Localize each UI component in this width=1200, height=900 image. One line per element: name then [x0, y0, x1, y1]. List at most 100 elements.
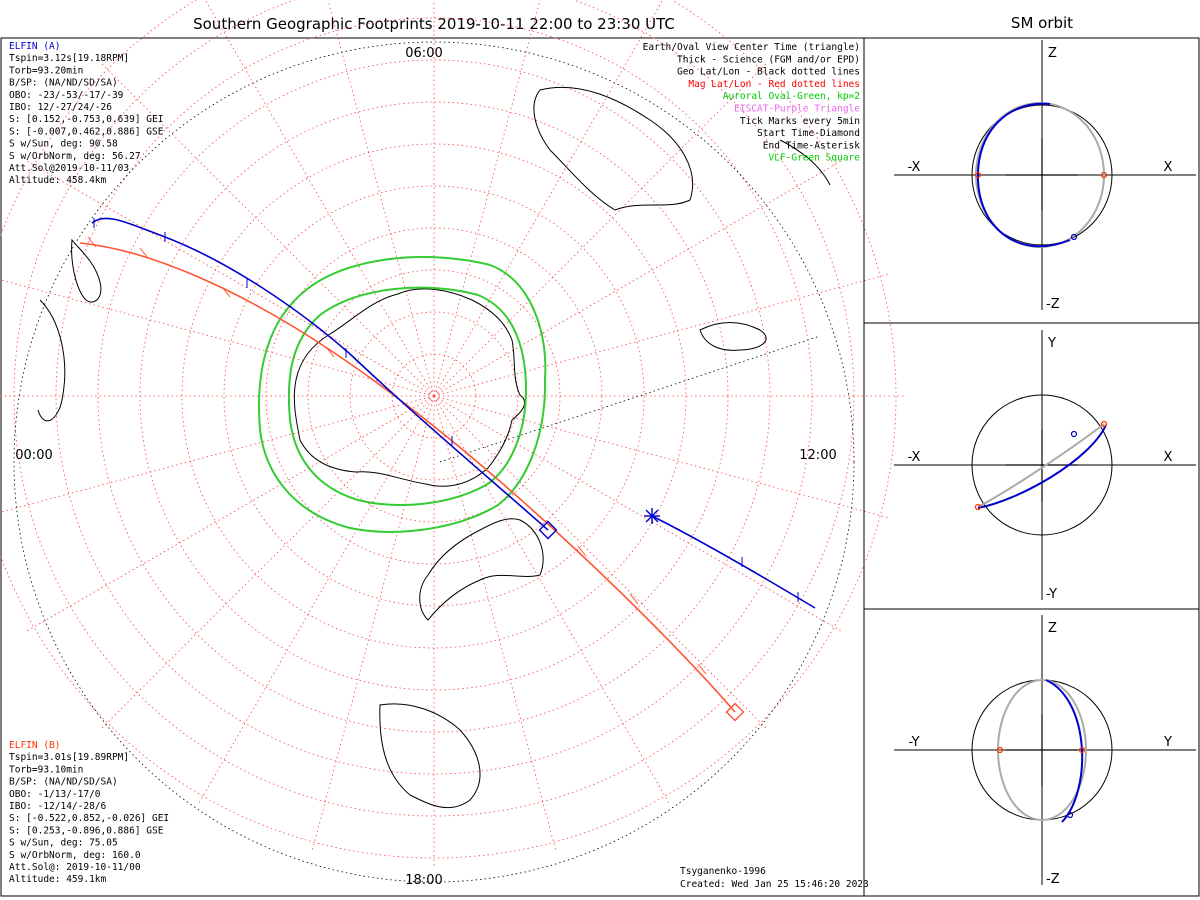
hour-label-top: 06:00 [405, 46, 442, 61]
polar-map: 06:00 00:00 12:00 18:00 [0, 0, 904, 888]
mag-lon-line [101, 395, 435, 729]
elfin_b-info-line: S w/OrbNorm, deg: 160.0 [9, 850, 141, 861]
mag-lon-line [433, 395, 767, 729]
elfin_a-info-line: ELFIN (A) [9, 41, 60, 52]
mag-lon-line [433, 395, 670, 804]
sm-axis-label-bottom: -Z [1046, 297, 1060, 312]
mag-lat-circle [223, 185, 645, 607]
mag-lon-line [204, 0, 435, 397]
hour-label-left: 00:00 [15, 448, 52, 463]
australia-coast [533, 86, 694, 211]
antarctica-coast [293, 288, 525, 487]
sm-axis-label-top: Y [1047, 336, 1056, 351]
elfin-a-track-2 [651, 515, 816, 609]
orbit-a-trace [977, 424, 1107, 509]
elfin_a-info-line: OBO: -23/-53/-17/-39 [9, 90, 124, 101]
elfin_b-info-line: Altitude: 459.1km [9, 874, 107, 885]
orbit-b-marker [1100, 420, 1108, 428]
mag-lon-line [311, 395, 435, 851]
elfin_b-info-line: Torb=93.10min [9, 764, 83, 775]
legend-item: Start Time-Diamond [757, 128, 860, 139]
legend-item: VLF-Green Square [768, 153, 860, 164]
orbit-b-marker [1100, 171, 1108, 179]
orbit-a-trace [976, 102, 1071, 248]
mag-lat-circle [0, 0, 897, 859]
elfin_a-info-line: Tspin=3.12s[19.18RPM] [9, 53, 129, 64]
plot-title: Southern Geographic Footprints 2019-10-1… [193, 15, 675, 33]
mag-lon-line [433, 63, 767, 397]
elfin_a-info-line: IBO: 12/-27/24/-26 [9, 102, 112, 113]
sm-axis-label-bottom: -Z [1046, 872, 1060, 887]
elfin_a-info-line: S: [0.152,-0.753,0.639] GEI [9, 114, 163, 125]
mag-lon-line [433, 395, 557, 851]
elfin_b-info-line: OBO: -1/13/-17/0 [9, 789, 101, 800]
elfin-b-track [79, 242, 736, 713]
south-africa-coast [379, 703, 481, 809]
elfin_a-info-line: S: [-0.007,0.462,0.886] GSE [9, 126, 164, 137]
sm-axis-label-right: X [1164, 160, 1173, 175]
created-label: Created: Wed Jan 25 15:46:20 2023 [680, 879, 869, 890]
geo-meridian-line [439, 335, 821, 463]
coast-right [779, 139, 831, 186]
mag-lon-line [26, 395, 435, 632]
elfin-a-track [91, 217, 549, 531]
elfin-b-start-diamond [725, 702, 745, 722]
elfin-b-info: ELFIN (B)Tspin=3.01s[19.89RPM]Torb=93.10… [9, 740, 169, 885]
elfin_b-info-line: ELFIN (B) [9, 740, 60, 751]
model-label: Tsyganenko-1996 [680, 866, 766, 877]
orbit-a-marker [1070, 233, 1078, 241]
legend-item: Thick - Science (FGM and/or EPD) [677, 54, 860, 65]
elfin_b-info-line: Att.Sol@: 2019-10-11/00 [9, 862, 141, 873]
mag-lon-line [433, 160, 842, 397]
mag-lon-line [26, 160, 435, 397]
legend-item: Geo Lat/Lon - Black dotted lines [677, 67, 860, 78]
mag-lon-line [101, 63, 435, 397]
elfin_b-info-line: S: [-0.522,0.852,-0.026] GEI [9, 813, 169, 824]
elfin-a-start-diamond [538, 520, 558, 540]
orbit-b-trace [977, 423, 1105, 508]
elfin_b-info-line: Tspin=3.01s[19.89RPM] [9, 752, 129, 763]
elfin-a-end-asterisk [644, 508, 660, 524]
mag-lon-line [433, 395, 889, 519]
orbit-b-marker [996, 746, 1004, 754]
legend: Earth/Oval View Center Time (triangle)Th… [643, 42, 861, 164]
elfin_b-info-line: IBO: -12/14/-28/6 [9, 801, 107, 812]
elfin_a-info-line: Torb=93.20min [9, 65, 83, 76]
sm-title: SM orbit [1011, 14, 1073, 32]
elfin_a-info-line: Att.Sol@2019-10-11/03 [9, 163, 129, 174]
sm-orbit-panels: Z -Z -X X Y -Y -X X Z -Z -Y Y [894, 40, 1196, 887]
mag-lon-line [0, 395, 435, 513]
elfin_b-info-line: S w/Sun, deg: 75.05 [9, 838, 118, 849]
madagascar-coast [71, 238, 102, 303]
coastlines [37, 86, 831, 809]
legend-item: Earth/Oval View Center Time (triangle) [643, 42, 860, 53]
south-america-tip [419, 518, 544, 621]
sm-frame [863, 37, 1200, 897]
earth-circle [971, 104, 1113, 246]
orbit-a-marker [1066, 811, 1074, 819]
mag-lon-line [433, 273, 889, 397]
auroral-oval-outer [257, 256, 547, 533]
legend-item: Auroral Oval-Green, kp=2 [723, 91, 860, 102]
mag-lon-line [198, 395, 435, 804]
sm-axis-label-bottom: -Y [1046, 587, 1057, 602]
orbit-b-marker [974, 503, 982, 511]
legend-item: Tick Marks every 5min [740, 116, 860, 127]
orbit-a-trace [1045, 679, 1084, 823]
sm-axis-label-right: X [1164, 450, 1173, 465]
legend-item: EISCAT-Purple Triangle [734, 104, 860, 115]
elfin_a-info-line: Altitude: 458.4km [9, 175, 107, 186]
africa-coast [37, 299, 66, 422]
elfin_a-info-line: S w/Sun, deg: 90.58 [9, 139, 118, 150]
orbit-a-marker [1070, 430, 1078, 438]
sm-axis-label-left: -Y [908, 735, 919, 750]
elfin_a-info-line: S w/OrbNorm, deg: 56.27 [9, 151, 141, 162]
hour-label-right: 12:00 [799, 448, 836, 463]
mag-lon-line [433, 0, 541, 397]
sm-axis-label-left: -X [908, 160, 921, 175]
mag-lon-line [0, 279, 435, 397]
mag-lat-circle [97, 59, 771, 733]
mag-lon-line [433, 0, 664, 397]
sm-axis-label-top: Z [1048, 621, 1057, 636]
earth-circle [971, 394, 1113, 536]
